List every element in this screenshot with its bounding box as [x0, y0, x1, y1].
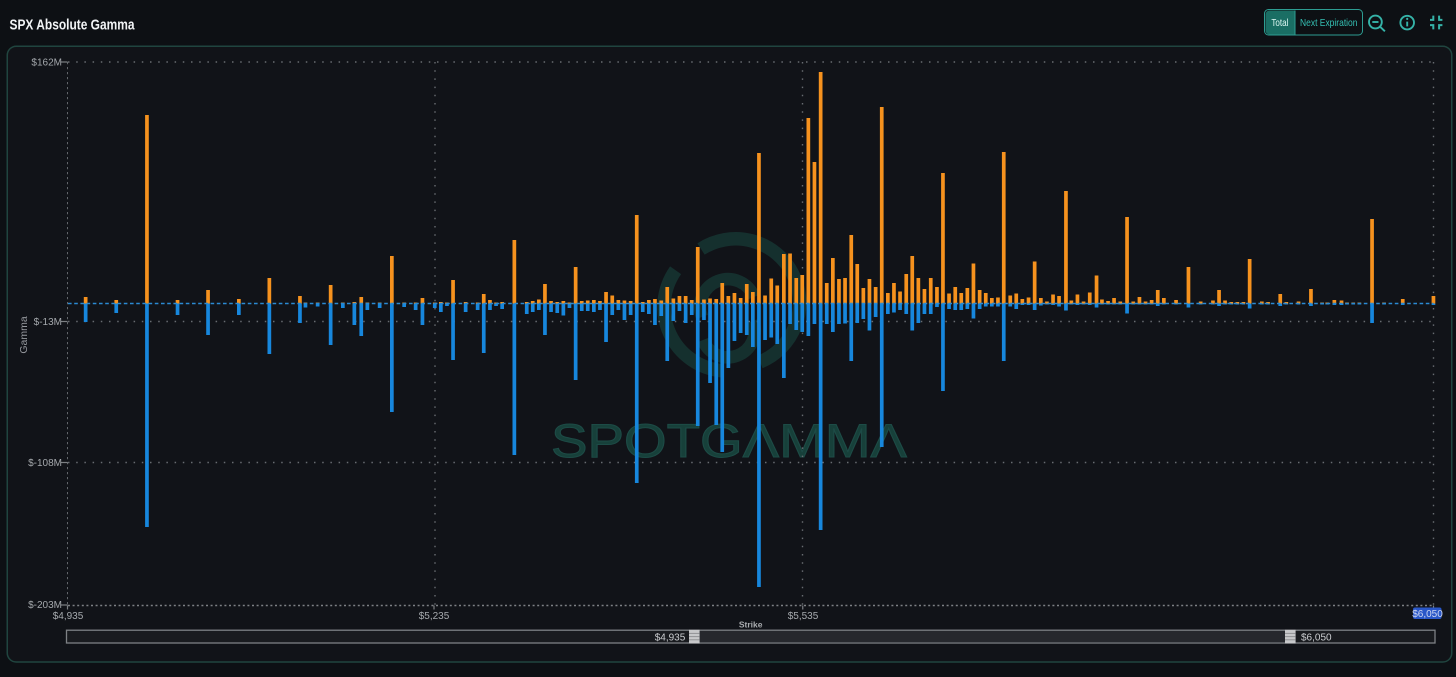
svg-text:SPX Absolute Gamma: SPX Absolute Gamma	[10, 17, 136, 34]
svg-text:$6,050: $6,050	[1412, 609, 1443, 620]
svg-text:SPOTGΛMMΛ: SPOTGΛMMΛ	[551, 414, 908, 467]
svg-text:Total: Total	[1271, 18, 1288, 29]
svg-text:$5,235: $5,235	[419, 611, 450, 622]
svg-text:$4,935: $4,935	[53, 611, 84, 622]
svg-text:$162M: $162M	[31, 57, 62, 68]
svg-text:$4,935: $4,935	[655, 632, 686, 643]
svg-text:$-203M: $-203M	[28, 600, 62, 611]
svg-text:$-13M: $-13M	[34, 317, 62, 328]
svg-text:$-108M: $-108M	[28, 458, 62, 469]
svg-text:Strike: Strike	[739, 619, 763, 629]
svg-text:$6,050: $6,050	[1301, 632, 1332, 643]
svg-text:Next Expiration: Next Expiration	[1300, 18, 1358, 29]
svg-text:$5,535: $5,535	[788, 611, 819, 622]
svg-text:Gamma: Gamma	[18, 316, 30, 354]
